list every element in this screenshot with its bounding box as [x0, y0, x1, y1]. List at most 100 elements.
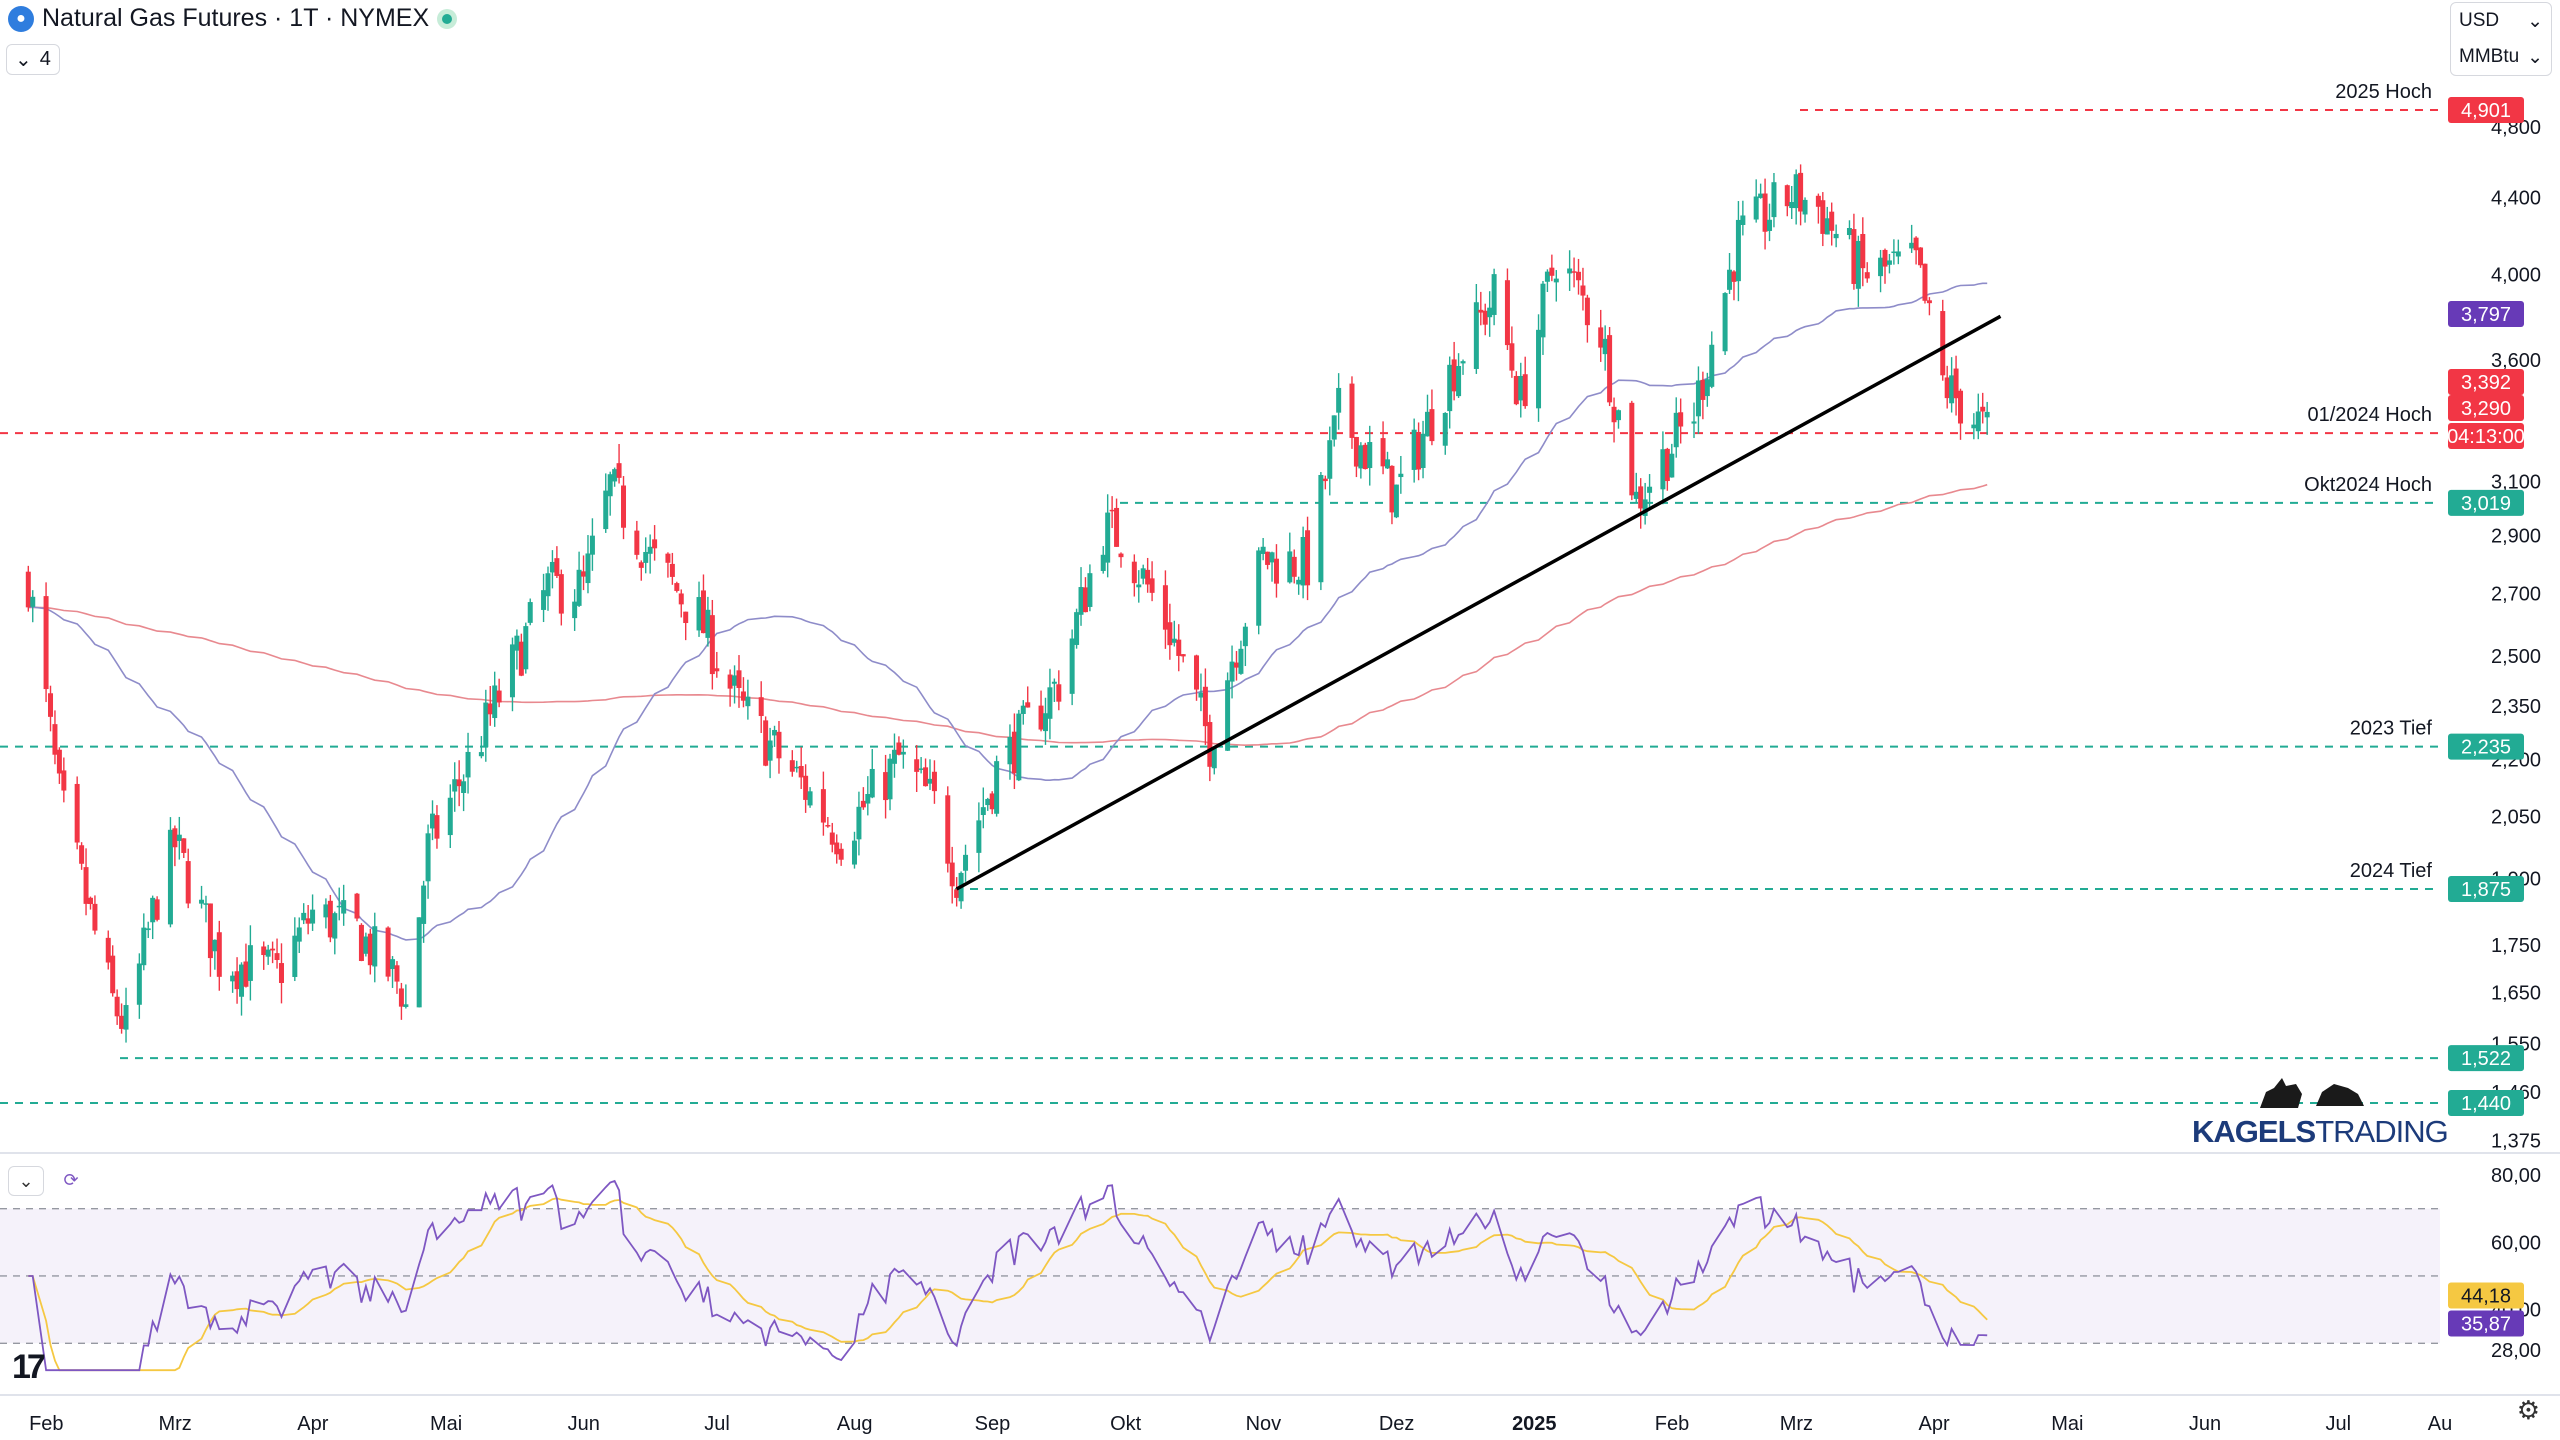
rsi-refresh-button[interactable]: ⟳: [54, 1166, 88, 1194]
candle-body: [1287, 551, 1293, 583]
symbol-title[interactable]: Natural Gas Futures · 1T · NYMEX: [42, 4, 430, 32]
candle-body: [327, 900, 333, 938]
candle-body: [1584, 297, 1590, 326]
candle-body: [1700, 379, 1706, 400]
candle-body: [1735, 219, 1741, 282]
candle-body: [87, 897, 93, 905]
price-tag-label: 3,290: [2461, 398, 2511, 420]
rsi-ma-line: [28, 1197, 1988, 1372]
currency-value: USD: [2459, 10, 2500, 31]
candle-body: [1100, 554, 1106, 571]
candle-body: [1162, 585, 1168, 630]
candle-body: [1753, 196, 1759, 220]
candle-body: [860, 800, 866, 808]
candle-body: [589, 535, 595, 555]
candle-body: [1487, 307, 1493, 318]
candle-body: [900, 751, 906, 755]
candle-body: [1336, 387, 1342, 413]
candle-body: [674, 583, 680, 591]
candle-body: [1225, 680, 1231, 751]
time-tick-label: Jul: [704, 1413, 730, 1435]
time-axis: Feb Mrz Apr Mai Jun Jul Aug Sep Okt Nov Dez 2025 Feb…: [29, 1413, 2452, 1435]
candle-body: [123, 1005, 129, 1030]
candle-body: [891, 749, 897, 764]
candle-body: [989, 793, 995, 810]
candle-body: [1544, 271, 1550, 282]
price-tag-label: 3,019: [2461, 493, 2511, 515]
candle-body: [931, 771, 937, 792]
time-tick-label: Apr: [297, 1413, 328, 1435]
candle-body: [1678, 412, 1684, 427]
candle-body: [1798, 172, 1804, 212]
time-tick-label: Mai: [430, 1413, 462, 1435]
price-tag-label: 4,901: [2461, 100, 2511, 122]
candle-body: [1504, 280, 1510, 346]
ma-slow-line: [28, 483, 1988, 747]
candle-body: [1082, 587, 1088, 613]
candle-body: [527, 602, 533, 623]
candle-body: [714, 668, 720, 672]
candle-body: [1602, 338, 1608, 355]
candle-body: [1109, 509, 1115, 512]
tradingview-logo[interactable]: 17: [12, 1348, 46, 1386]
candle-body: [980, 807, 986, 816]
candle-body: [421, 885, 427, 924]
candle-body: [763, 720, 769, 766]
candle-body: [1580, 285, 1586, 296]
time-tick-label: Okt: [1110, 1413, 1142, 1435]
candle-body: [1429, 409, 1435, 442]
candle-body: [292, 935, 298, 977]
rsi-tick-label: 60,00: [2491, 1232, 2541, 1254]
candle-body: [1362, 444, 1368, 470]
candle-body: [1664, 448, 1670, 482]
candle-body: [305, 918, 311, 924]
candle-body: [430, 813, 436, 829]
price-tick-label: 2,500: [2491, 646, 2541, 668]
unit-select[interactable]: MMBtu ⌄: [2451, 39, 2551, 75]
candle-body: [1540, 283, 1546, 338]
candle-body: [203, 903, 209, 905]
indicators-toggle[interactable]: ⌄ 4: [6, 44, 60, 75]
candle-body: [1536, 329, 1542, 409]
candle-body: [1691, 421, 1697, 424]
ma-fast-line: [28, 282, 1988, 941]
time-tick-label: Aug: [837, 1413, 873, 1435]
candle-body: [92, 903, 98, 931]
candle-body: [478, 752, 484, 757]
candle-body: [736, 670, 742, 688]
unit-selector[interactable]: USD ⌄ MMBtu ⌄: [2450, 2, 2552, 76]
candle-body: [398, 988, 404, 1007]
candle-body: [1509, 343, 1515, 371]
candle-body: [1802, 199, 1808, 215]
candle-body: [1882, 249, 1888, 267]
candle-body: [669, 563, 675, 577]
candle-body: [1771, 182, 1777, 218]
candle-body: [416, 917, 422, 1008]
candle-body: [341, 900, 347, 914]
price-tick-label: 2,050: [2491, 807, 2541, 829]
candle-body: [585, 553, 591, 584]
candle-body: [296, 927, 302, 942]
candle-body: [1784, 185, 1790, 207]
candle-body: [1456, 366, 1462, 397]
candle-body: [1349, 383, 1355, 438]
candle-body: [1704, 379, 1710, 397]
currency-select[interactable]: USD ⌄: [2451, 3, 2551, 39]
candle-body: [83, 867, 89, 904]
candle-body: [1829, 211, 1835, 231]
candle-body: [1895, 251, 1901, 257]
rsi-collapse-button[interactable]: ⌄: [8, 1166, 44, 1196]
gear-icon[interactable]: ⚙: [2516, 1395, 2540, 1425]
candle-body: [1615, 410, 1621, 421]
price-tick-label: 4,400: [2491, 187, 2541, 209]
price-tag-label: 1,875: [2461, 879, 2511, 901]
candle-body: [1211, 747, 1217, 769]
candle-body: [1891, 251, 1897, 254]
time-tick-label: Jul: [2326, 1413, 2352, 1435]
candle-body: [261, 946, 267, 956]
droplet-icon: ●: [8, 5, 34, 32]
candle-body: [1424, 411, 1430, 437]
candle-body: [74, 783, 80, 843]
candles: [25, 164, 1990, 1043]
